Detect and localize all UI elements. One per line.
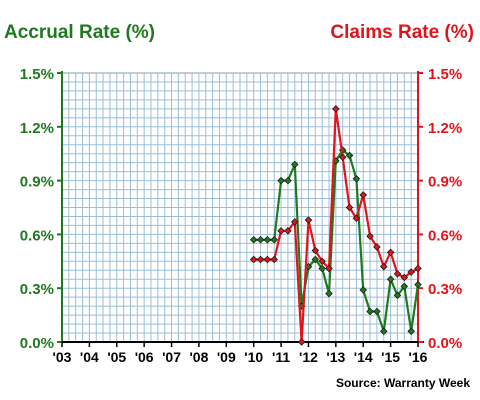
accrual-point bbox=[277, 176, 285, 185]
x-tick-label: '06 bbox=[135, 349, 154, 365]
left-axis-title: Accrual Rate (%) bbox=[4, 22, 155, 43]
accrual-point bbox=[359, 286, 367, 294]
claims-point bbox=[304, 216, 313, 224]
accrual-point bbox=[393, 291, 402, 300]
left-tick-label: 1.2% bbox=[20, 120, 54, 137]
claims-point bbox=[263, 255, 272, 264]
accrual-point bbox=[284, 176, 292, 185]
claims-point bbox=[366, 232, 374, 240]
accrual-point bbox=[263, 236, 272, 244]
claims-point bbox=[386, 248, 395, 257]
claims-point bbox=[359, 191, 367, 199]
x-tick-label: '15 bbox=[381, 349, 400, 365]
accrual-point bbox=[318, 264, 326, 273]
x-tick-label: '14 bbox=[354, 349, 373, 365]
x-tick-label: '16 bbox=[409, 349, 428, 365]
x-tick-label: '12 bbox=[299, 349, 318, 365]
accrual-point bbox=[352, 175, 361, 183]
series-layer bbox=[249, 105, 422, 346]
right-tick-label: 1.2% bbox=[428, 120, 462, 137]
claims-point bbox=[291, 218, 299, 226]
accrual-point bbox=[291, 160, 299, 169]
source-note: Source: Warranty Week bbox=[335, 376, 470, 390]
x-tick-label: '09 bbox=[217, 349, 236, 365]
x-tick-label: '11 bbox=[272, 349, 290, 365]
claims-point bbox=[400, 273, 409, 282]
claims-point bbox=[332, 105, 340, 113]
claims-point bbox=[393, 270, 402, 278]
x-tick-label: '05 bbox=[107, 349, 126, 365]
x-tick-label: '08 bbox=[189, 349, 208, 365]
x-tick-label: '13 bbox=[326, 349, 345, 365]
right-tick-label: 0.0% bbox=[428, 335, 462, 352]
accrual-point bbox=[414, 280, 422, 289]
claims-point bbox=[380, 262, 388, 271]
right-axis-title: Claims Rate (%) bbox=[330, 22, 474, 43]
claims-point bbox=[311, 246, 320, 255]
accrual-point bbox=[249, 236, 258, 244]
left-tick-label: 1.5% bbox=[20, 66, 54, 83]
accrual-point bbox=[325, 289, 333, 298]
claims-point bbox=[277, 227, 285, 235]
claims-point bbox=[297, 338, 306, 346]
x-tick-label: '07 bbox=[162, 349, 181, 365]
right-tick-label: 0.3% bbox=[428, 281, 462, 298]
tick-labels: 0.0% 0.0% 0.3% 0.3% 0.6% 0.6% 0.9% 0.9% 1.2% 1.2%… bbox=[20, 66, 462, 365]
right-tick-label: 0.6% bbox=[428, 227, 462, 244]
x-tick-label: '10 bbox=[244, 349, 263, 365]
claims-point bbox=[407, 268, 415, 276]
left-tick-label: 0.3% bbox=[20, 281, 54, 298]
axes bbox=[57, 71, 424, 347]
left-tick-label: 0.9% bbox=[20, 174, 54, 191]
x-tick-label: '03 bbox=[53, 349, 72, 365]
claims-point bbox=[256, 255, 265, 264]
accrual-point bbox=[345, 151, 354, 160]
accrual-point bbox=[366, 307, 374, 316]
claims-point bbox=[284, 227, 292, 235]
claims-point bbox=[352, 214, 361, 223]
grid bbox=[61, 72, 419, 343]
left-tick-label: 0.0% bbox=[20, 335, 54, 352]
accrual-point bbox=[380, 327, 388, 336]
accrual-point bbox=[311, 255, 320, 264]
claims-point bbox=[345, 203, 354, 212]
x-tick-label: '04 bbox=[80, 349, 99, 365]
claims-point bbox=[325, 264, 333, 273]
claims-point bbox=[318, 257, 326, 266]
accrual-point bbox=[386, 275, 395, 283]
claims-point bbox=[373, 243, 381, 251]
accrual-point bbox=[256, 236, 265, 244]
claims-point bbox=[338, 153, 347, 162]
right-tick-label: 1.5% bbox=[428, 66, 462, 83]
right-tick-label: 0.9% bbox=[428, 174, 462, 191]
accrual-point bbox=[400, 282, 409, 291]
left-tick-label: 0.6% bbox=[20, 227, 54, 244]
accrual-point bbox=[270, 236, 278, 244]
accrual-point bbox=[373, 307, 381, 316]
claims-point bbox=[270, 255, 278, 264]
accrual-point bbox=[407, 327, 415, 336]
claims-point bbox=[414, 264, 422, 273]
claims-point bbox=[249, 255, 258, 264]
